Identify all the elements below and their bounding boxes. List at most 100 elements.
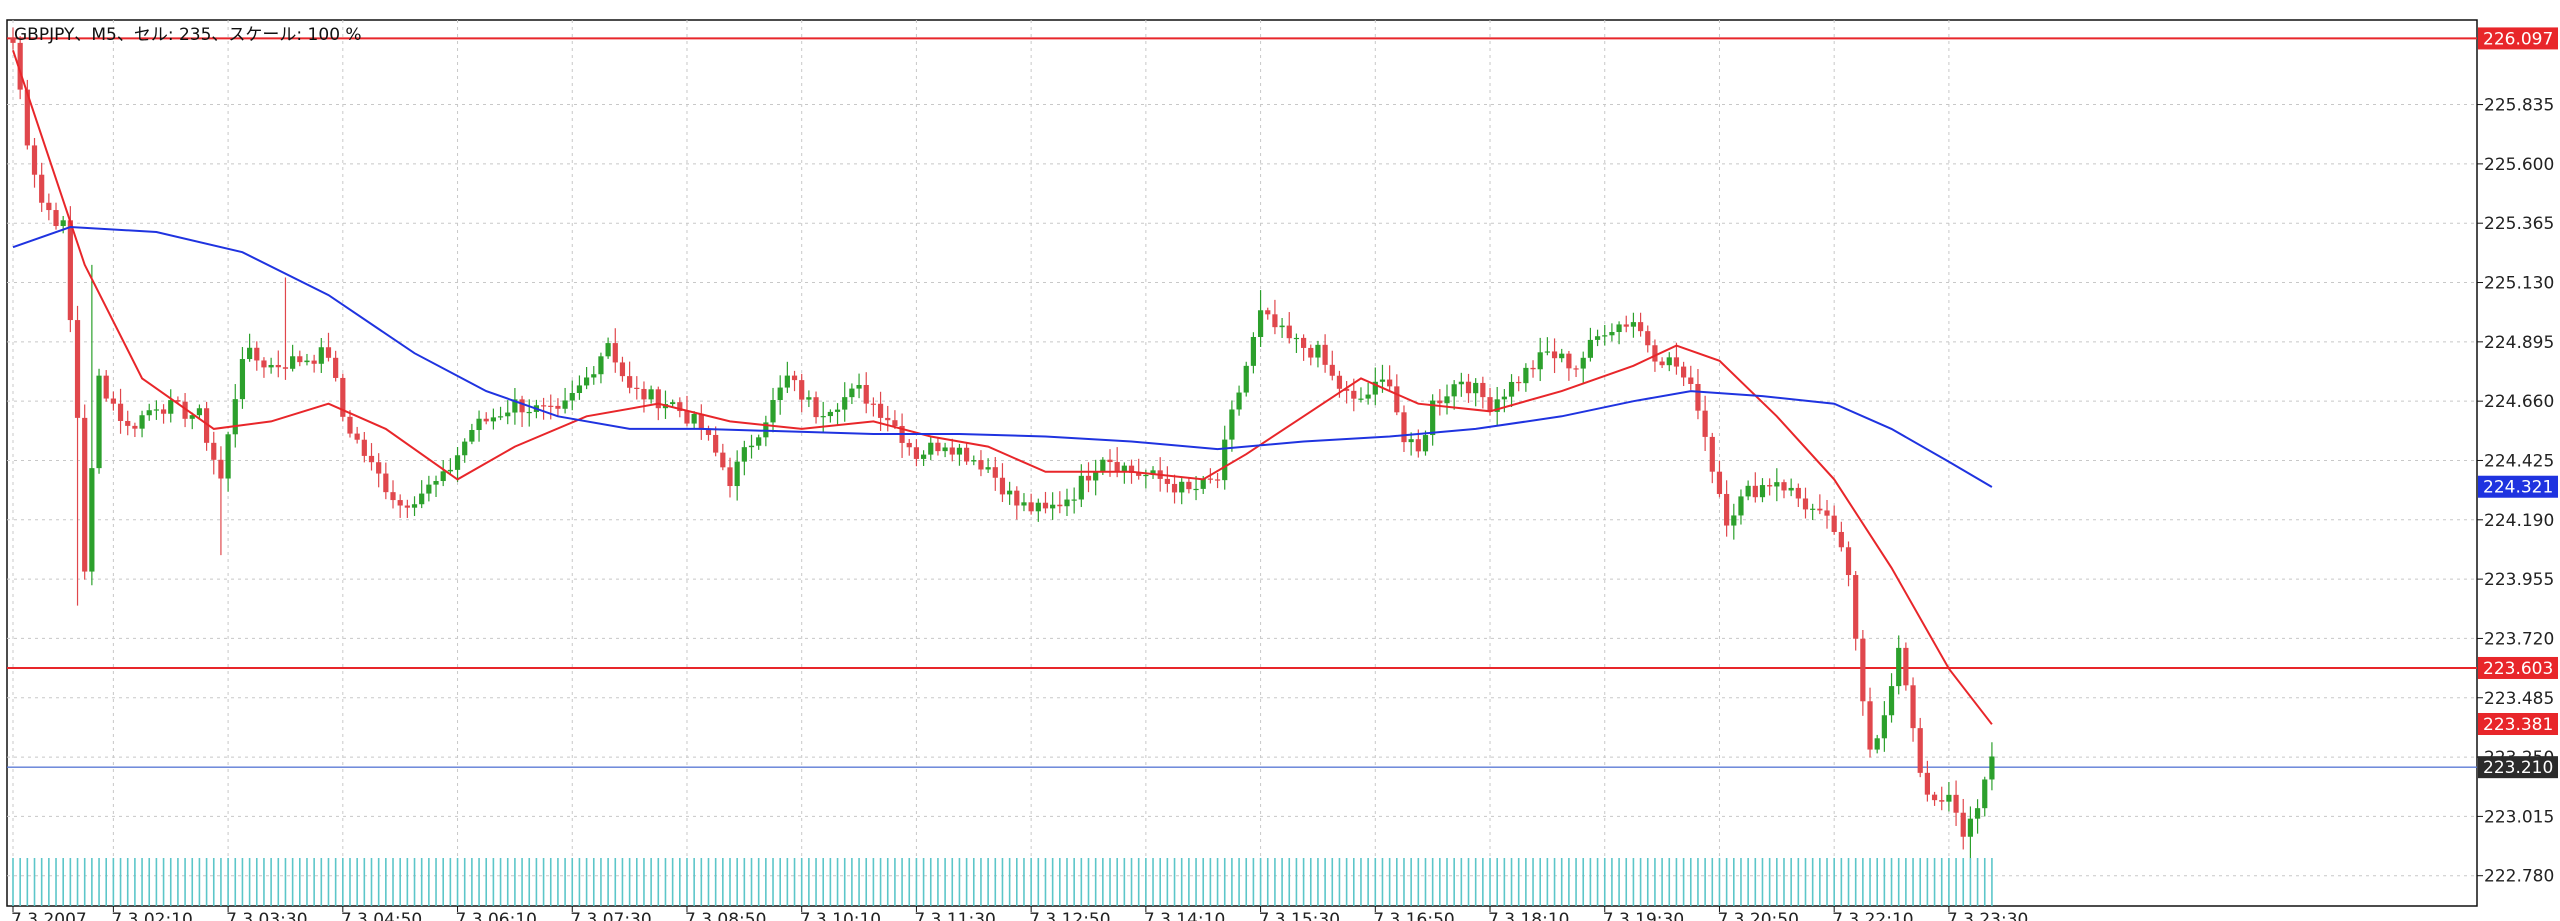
candle-body [1214, 479, 1221, 481]
candle-body [1795, 487, 1801, 499]
candle-body [1085, 475, 1092, 481]
candle-body [1229, 409, 1235, 440]
candle-body [791, 375, 798, 381]
candle-body [813, 397, 819, 418]
candle-body [17, 42, 23, 90]
candle-body [10, 37, 16, 43]
candle-body [318, 347, 324, 364]
candle-body [368, 455, 375, 463]
candle-body [949, 447, 955, 455]
candle-body [1179, 481, 1185, 493]
time-tick-label: 7.3 04:50 [341, 910, 422, 921]
candle-body [569, 392, 575, 401]
candle-body [1939, 800, 1945, 802]
candle-body [1308, 347, 1314, 358]
candle-body [426, 484, 432, 494]
time-tick-label: 7.3 12:50 [1029, 910, 1110, 921]
candle-body [1257, 310, 1264, 337]
candle-body [1810, 508, 1816, 510]
candle-body [1100, 459, 1106, 472]
candle-body [935, 442, 941, 452]
candle-body [1559, 353, 1565, 359]
candle-body [1164, 478, 1170, 484]
candle-body [1193, 488, 1199, 491]
time-tick-label: 7.3 03:30 [226, 910, 307, 921]
candle-body [720, 452, 726, 468]
candle-body [146, 410, 152, 416]
candle-body [1344, 388, 1350, 391]
candle-body [376, 462, 382, 474]
candle-body [1014, 490, 1020, 506]
time-tick-label: 7.3 15:30 [1259, 910, 1340, 921]
candle-body [46, 202, 52, 211]
candle-body [225, 434, 231, 479]
candle-body [627, 376, 633, 388]
levels-layer[interactable] [7, 37, 2477, 768]
candle-body [483, 418, 489, 422]
candle-body [261, 360, 267, 368]
candle-body [770, 400, 776, 423]
candle-body [53, 210, 59, 227]
candle-body [784, 375, 790, 388]
candle-body [863, 384, 869, 404]
candle-body [1709, 436, 1715, 472]
candle-body [885, 417, 891, 421]
candle-body [1458, 381, 1464, 385]
time-tick-label: 7.3 02:10 [111, 910, 192, 921]
candle-body [347, 416, 353, 434]
candle-body [1042, 502, 1049, 509]
candle-body [89, 468, 95, 572]
candle-body [67, 220, 73, 321]
candle-body [1867, 701, 1873, 750]
candle-body [211, 442, 217, 460]
candle-body [1824, 510, 1830, 516]
candle-body [1322, 344, 1328, 365]
candle-body [705, 429, 712, 435]
candle-body [964, 447, 970, 462]
candle-body [999, 477, 1006, 495]
candle-body [1071, 499, 1077, 501]
candle-body [110, 398, 116, 404]
candle-body [1551, 351, 1558, 359]
candle-body [1279, 325, 1285, 328]
candle-body [153, 409, 159, 411]
candle-body [1437, 400, 1443, 404]
price-tag-bg [2478, 475, 2558, 498]
candle-body [1537, 352, 1543, 370]
time-tick-label: 7.3 19:30 [1603, 910, 1684, 921]
candle-body [1021, 502, 1027, 506]
volume-layer [12, 858, 1993, 906]
candle-body [892, 420, 898, 426]
candle-body [691, 413, 697, 424]
candle-body [1171, 483, 1178, 493]
candle-body [1250, 336, 1257, 366]
candle-body [218, 459, 224, 479]
candle-body [1544, 351, 1550, 353]
candle-body [1702, 410, 1708, 437]
candle-body [1329, 364, 1335, 376]
candle-body [1738, 496, 1744, 516]
candle-body [920, 454, 927, 459]
price-tag-bg [2478, 756, 2558, 779]
candle-body [454, 455, 461, 470]
candle-body [304, 360, 310, 363]
candle-body [1623, 324, 1629, 327]
price-axis[interactable]: 222.780223.015223.250223.485223.720223.9… [2477, 96, 2554, 887]
candle-body [1817, 508, 1823, 511]
candle-body [942, 447, 948, 452]
time-axis[interactable]: 7.3.2007 7.3 02:10 7.3 03:30 7.3 04:50 7.3 0… [11, 906, 2028, 921]
candle-body [1874, 738, 1880, 750]
candle-body [1379, 379, 1386, 382]
candle-body [175, 400, 181, 402]
level-price-tag-bg [2478, 656, 2558, 679]
candle-body [591, 374, 597, 378]
price-tick-label: 225.600 [2484, 155, 2554, 175]
candle-body [1989, 756, 1995, 780]
candle-body [1967, 818, 1974, 837]
candle-body [354, 433, 360, 440]
candle-body [1774, 482, 1780, 487]
candle-body [1659, 361, 1665, 366]
candle-body [325, 347, 332, 358]
ma-layer [12, 49, 1993, 725]
